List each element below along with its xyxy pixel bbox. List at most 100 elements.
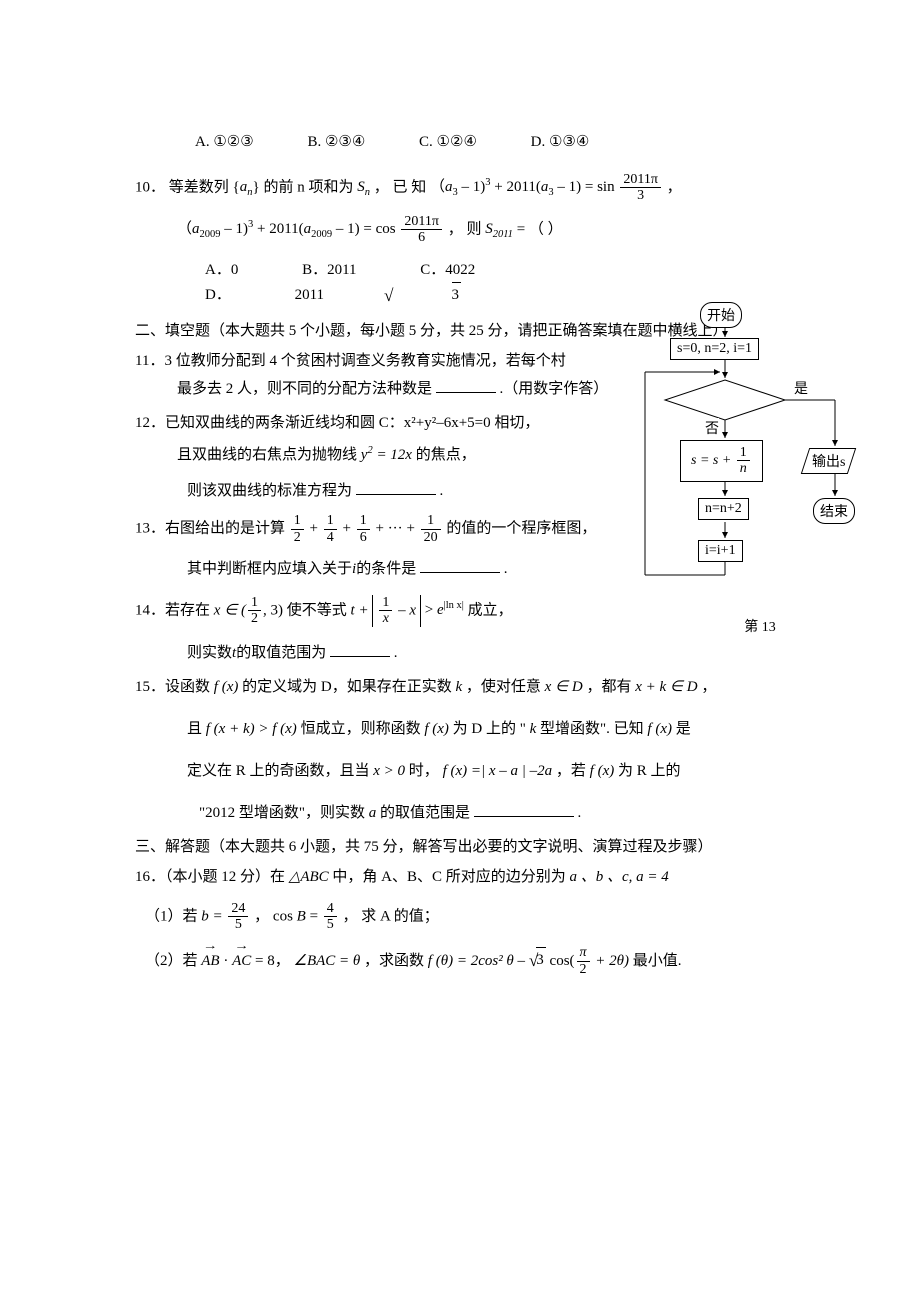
q16-eq8: = 8 [255, 953, 275, 969]
q14-absf-n: 1 [379, 595, 392, 610]
q14-gt: > e|ln x| [425, 602, 464, 618]
q10-opt-d-rad: 3 [452, 282, 462, 307]
q12-eq: y2 = 12x [361, 447, 416, 463]
q13-f1-d: 2 [291, 529, 304, 545]
q13-blank [420, 557, 500, 573]
q12-t2a: 且双曲线的右焦点为抛物线 [177, 447, 357, 463]
q14-line2: 则实数t的取值范围为 . [135, 641, 790, 665]
q10-seq: {an} [233, 179, 260, 195]
fc-step2: n=n+2 [698, 498, 749, 520]
q12-t3b: . [440, 483, 444, 499]
q10-frac2-num: 2011π [401, 214, 442, 229]
q11-t2b: .（用数字作答） [500, 381, 609, 397]
flowchart: 开始 s=0, n=2, i=1 是 否 s = s + 1n 输出s n=n+… [630, 300, 890, 636]
q10-sn: Sn [357, 179, 374, 195]
fc-no: 否 [705, 418, 719, 438]
q13-t2b: 的条件是 [356, 561, 416, 577]
q14-xin2: , 3) [263, 602, 283, 618]
q13-f3-d: 6 [357, 529, 370, 545]
fc-s1f: 1n [737, 445, 750, 477]
q14-t2b: 的取值范围为 [236, 645, 326, 661]
page: A. ①②③ B. ②③④ C. ①②④ D. ①③④ 10． 等差数列 {an… [0, 0, 920, 977]
q15-t4a: "2012 型增函数"，则实数 [199, 805, 365, 821]
q11-label: 11． [135, 353, 164, 369]
q16-p1: （1）若 b = 245 ， cos B = 45 ， 求 A 的值； [135, 901, 790, 933]
q12-blank [356, 479, 436, 495]
q16-b-d: 5 [228, 916, 248, 932]
q16-p1b: ， [254, 908, 273, 924]
q9-opt-a: A. ①②③ [195, 130, 254, 154]
q14-exp: |ln x| [444, 600, 464, 611]
q15-line3: 定义在 R 上的奇函数，且当 x > 0 时， f (x) =| x – a |… [135, 759, 790, 783]
q10-t1: 等差数列 [169, 179, 229, 195]
q13-t2a: 其中判断框内应填入关于 [187, 561, 352, 577]
q16-cosarg: cos( [550, 953, 575, 969]
q10-eq1a: （a3 – 1)3 + 2011(a3 – 1) = sin [430, 179, 615, 195]
q15-t3d: 为 R 上的 [618, 763, 681, 779]
q10-line2: （a2009 – 1)3 + 2011(a2009 – 1) = cos 201… [135, 214, 790, 246]
q10-opt-b: B．2011 [302, 258, 356, 282]
q15-fx2: f (x) [424, 721, 449, 737]
q16-cb-d: 5 [324, 916, 337, 932]
q16-p2c: 最小值. [633, 953, 682, 969]
q16-p2a: （2）若 [145, 953, 198, 969]
q10-s2011: S2011 [485, 221, 513, 237]
q15-k1: k [455, 679, 462, 695]
q10-frac1: 2011π 3 [620, 172, 661, 204]
q13-f1: 12 [291, 513, 304, 545]
q14-label: 14． [135, 602, 165, 618]
q16-vecac: AC [232, 945, 251, 973]
q11-t1: 3 位教师分配到 4 个贫困村调查义务教育实施情况，若每个村 [164, 353, 565, 369]
q16-pi-n: π [577, 945, 590, 960]
q15-label: 15． [135, 679, 165, 695]
q16-pi-d: 2 [577, 961, 590, 977]
q16-p2b: ，求函数 [364, 953, 424, 969]
fc-s1n: 1 [737, 445, 750, 460]
q16-sqrt3: √3 [529, 947, 546, 975]
q16-p1a: （1）若 [145, 908, 198, 924]
q15-fx4: f (x) [590, 763, 615, 779]
q16-b-n: 24 [228, 901, 248, 916]
q10-t3: ， 已 知 [374, 179, 427, 195]
q14-t: t + [351, 602, 373, 618]
q12-t3: 则该双曲线的标准方程为 [187, 483, 352, 499]
q14-t1b: 使不等式 [287, 602, 347, 618]
q15-k2: k [530, 721, 537, 737]
q15-t4b: 的取值范围是 [380, 805, 470, 821]
q11-blank [436, 377, 496, 393]
q13-f3-n: 1 [357, 513, 370, 528]
q13-t1a: 右图给出的是计算 [165, 520, 285, 536]
q16-rad3: 3 [536, 947, 546, 972]
q10-paren: = （ ） [517, 221, 563, 237]
q15-t3c: ，若 [556, 763, 586, 779]
q13-f2-d: 4 [324, 529, 337, 545]
q12-t2b: 的焦点， [416, 447, 476, 463]
q16-t1a: （本小题 12 分）在 [165, 869, 285, 885]
q15-t4c: . [578, 805, 582, 821]
q15-t1e: ， [701, 679, 716, 695]
q15-xpk: x + k ∈ D [635, 679, 697, 695]
q10-opt-c: C．4022 [420, 258, 475, 282]
q16-t1b: 中，角 A、B、C 所对应的边分别为 [332, 869, 565, 885]
q13-f3: 16 [357, 513, 370, 545]
q14-t2a: 则实数 [187, 645, 232, 661]
q10-frac1-num: 2011π [620, 172, 661, 187]
q16-tri: △ABC [289, 869, 329, 885]
q14-half-d: 2 [248, 610, 261, 626]
q14-xin: x ∈ ( [214, 602, 246, 618]
q13-label: 13． [135, 520, 165, 536]
fc-step3: i=i+1 [698, 540, 743, 562]
q16-pifrac: π2 [577, 945, 590, 977]
q15-t1c: ，使对任意 [466, 679, 541, 695]
q14-t1a: 若存在 [165, 602, 210, 618]
q15-t1a: 设函数 [165, 679, 210, 695]
fc-output-text: 输出s [812, 451, 845, 471]
q16-p2: （2）若 AB · AC = 8， ∠BAC = θ ，求函数 f (θ) = … [135, 945, 790, 977]
q15-ineq: f (x + k) > f (x) [206, 721, 297, 737]
q15-fx1: f (x) [214, 679, 239, 695]
q9-opt-b: B. ②③④ [307, 130, 365, 154]
q9-options: A. ①②③ B. ②③④ C. ①②④ D. ①③④ [135, 130, 790, 154]
q13-t2c: . [504, 561, 508, 577]
q13-f2: 14 [324, 513, 337, 545]
fc-init: s=0, n=2, i=1 [670, 338, 759, 360]
